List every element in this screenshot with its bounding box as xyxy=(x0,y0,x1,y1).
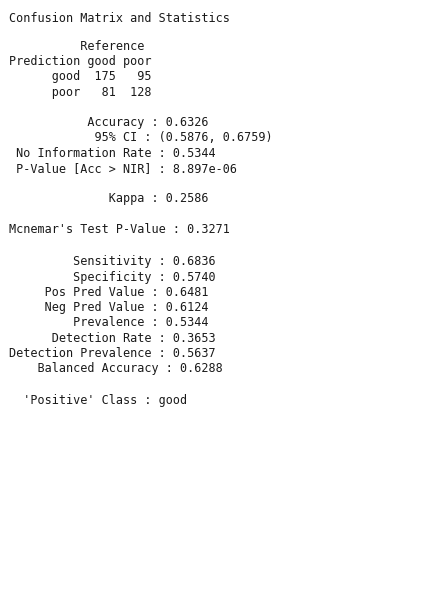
Text: Sensitivity : 0.6836: Sensitivity : 0.6836 xyxy=(9,255,215,268)
Text: Prevalence : 0.5344: Prevalence : 0.5344 xyxy=(9,316,208,329)
Text: Accuracy : 0.6326: Accuracy : 0.6326 xyxy=(9,116,208,129)
Text: Mcnemar's Test P-Value : 0.3271: Mcnemar's Test P-Value : 0.3271 xyxy=(9,223,229,236)
Text: 'Positive' Class : good: 'Positive' Class : good xyxy=(9,394,187,407)
Text: Pos Pred Value : 0.6481: Pos Pred Value : 0.6481 xyxy=(9,286,208,299)
Text: Reference: Reference xyxy=(9,40,144,53)
Text: good  175   95: good 175 95 xyxy=(9,70,151,83)
Text: No Information Rate : 0.5344: No Information Rate : 0.5344 xyxy=(9,147,215,159)
Text: Prediction good poor: Prediction good poor xyxy=(9,55,151,68)
Text: Detection Rate : 0.3653: Detection Rate : 0.3653 xyxy=(9,332,215,345)
Text: Balanced Accuracy : 0.6288: Balanced Accuracy : 0.6288 xyxy=(9,362,223,375)
Text: 95% CI : (0.5876, 0.6759): 95% CI : (0.5876, 0.6759) xyxy=(9,131,272,144)
Text: Specificity : 0.5740: Specificity : 0.5740 xyxy=(9,271,215,284)
Text: Detection Prevalence : 0.5637: Detection Prevalence : 0.5637 xyxy=(9,347,215,360)
Text: poor   81  128: poor 81 128 xyxy=(9,86,151,98)
Text: Neg Pred Value : 0.6124: Neg Pred Value : 0.6124 xyxy=(9,301,208,314)
Text: Confusion Matrix and Statistics: Confusion Matrix and Statistics xyxy=(9,12,229,25)
Text: Kappa : 0.2586: Kappa : 0.2586 xyxy=(9,192,208,205)
Text: P-Value [Acc > NIR] : 8.897e-06: P-Value [Acc > NIR] : 8.897e-06 xyxy=(9,162,237,175)
